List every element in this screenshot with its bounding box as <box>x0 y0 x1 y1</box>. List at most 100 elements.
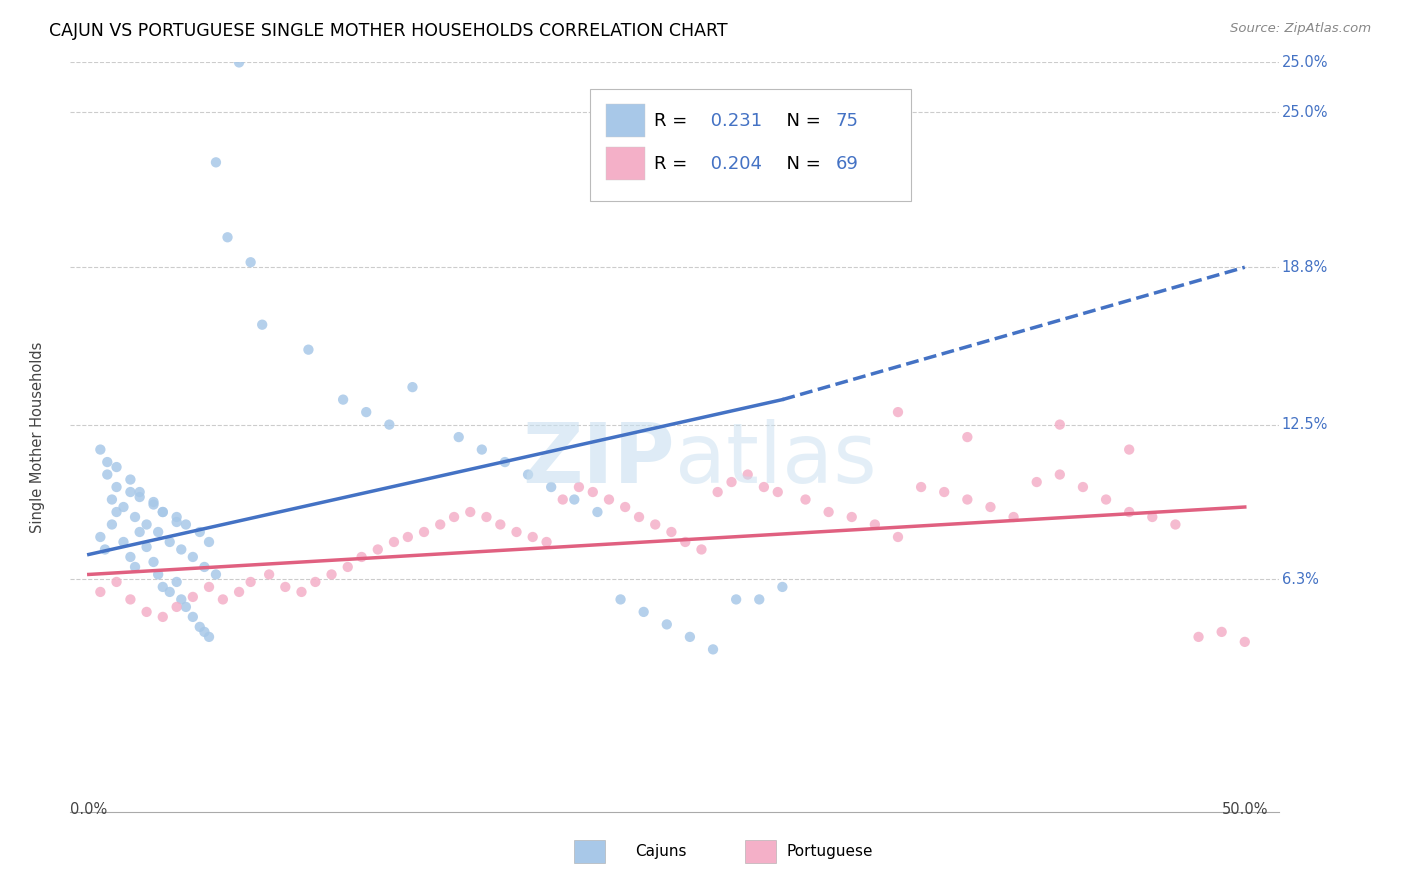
Point <box>120 549 142 564</box>
Point <box>443 510 465 524</box>
Point <box>205 567 228 582</box>
Point <box>152 610 174 624</box>
Point <box>112 500 135 514</box>
Point <box>1071 480 1094 494</box>
Point <box>720 475 742 489</box>
Text: R =: R = <box>654 154 693 172</box>
Point <box>633 605 655 619</box>
Point <box>105 460 128 475</box>
FancyBboxPatch shape <box>591 88 911 201</box>
Point <box>1187 630 1209 644</box>
Point <box>562 492 585 507</box>
Point <box>212 592 235 607</box>
Point <box>198 630 221 644</box>
Point <box>673 535 696 549</box>
Point <box>228 55 250 70</box>
Point <box>817 505 839 519</box>
Point <box>679 630 702 644</box>
Point <box>239 574 262 589</box>
Point <box>471 442 494 457</box>
Text: Source: ZipAtlas.com: Source: ZipAtlas.com <box>1230 22 1371 36</box>
Point <box>628 510 651 524</box>
Point <box>794 492 817 507</box>
Point <box>540 480 562 494</box>
Point <box>128 490 150 504</box>
Point <box>841 510 863 524</box>
Point <box>128 485 150 500</box>
Point <box>350 549 373 564</box>
Point <box>661 524 683 539</box>
Text: Portuguese: Portuguese <box>786 845 873 859</box>
Point <box>146 567 169 582</box>
Text: N =: N = <box>775 112 827 130</box>
Bar <box>745 840 776 863</box>
Point <box>96 455 118 469</box>
Point <box>586 505 609 519</box>
Point <box>752 480 775 494</box>
Point <box>522 530 544 544</box>
Point <box>193 560 215 574</box>
Point <box>766 485 789 500</box>
Text: 12.5%: 12.5% <box>1282 417 1329 432</box>
Point <box>188 524 211 539</box>
Point <box>274 580 297 594</box>
Point <box>887 530 910 544</box>
Point <box>198 580 221 594</box>
Point <box>517 467 540 482</box>
Text: 6.3%: 6.3% <box>1282 572 1319 587</box>
Point <box>170 592 193 607</box>
Text: 0.231: 0.231 <box>706 112 762 130</box>
Point <box>1142 510 1164 524</box>
Point <box>105 505 128 519</box>
Point <box>152 580 174 594</box>
Point <box>582 485 605 500</box>
Point <box>128 524 150 539</box>
Point <box>135 605 157 619</box>
Point <box>142 498 165 512</box>
Point <box>96 467 118 482</box>
Point <box>135 517 157 532</box>
Point <box>188 620 211 634</box>
Point <box>494 455 516 469</box>
Point <box>475 510 498 524</box>
Point <box>152 505 174 519</box>
Point <box>614 500 637 514</box>
Point <box>193 624 215 639</box>
Text: Cajuns: Cajuns <box>636 845 686 859</box>
Point <box>489 517 512 532</box>
Point <box>257 567 280 582</box>
Point <box>142 555 165 569</box>
Point <box>429 517 451 532</box>
Point <box>644 517 666 532</box>
Point <box>105 574 128 589</box>
FancyBboxPatch shape <box>606 104 644 137</box>
Point <box>367 542 389 557</box>
Point <box>737 467 759 482</box>
Point <box>382 535 405 549</box>
Point <box>159 585 181 599</box>
Text: 50.0%: 50.0% <box>1222 802 1268 817</box>
Point <box>181 590 204 604</box>
Point <box>336 560 359 574</box>
Point <box>1164 517 1187 532</box>
Point <box>1211 624 1233 639</box>
Point <box>166 599 188 614</box>
Text: R =: R = <box>654 112 693 130</box>
FancyBboxPatch shape <box>606 147 644 180</box>
Point <box>690 542 713 557</box>
Point <box>770 580 793 594</box>
Point <box>120 485 142 500</box>
Point <box>413 524 436 539</box>
Text: 25.0%: 25.0% <box>1282 55 1329 70</box>
Point <box>863 517 886 532</box>
Point <box>112 535 135 549</box>
Point <box>401 380 423 394</box>
Point <box>174 599 197 614</box>
Point <box>89 442 111 457</box>
Point <box>655 617 678 632</box>
Text: 0.204: 0.204 <box>706 154 762 172</box>
Point <box>979 500 1001 514</box>
Point <box>354 405 377 419</box>
Point <box>1002 510 1025 524</box>
Point <box>105 480 128 494</box>
